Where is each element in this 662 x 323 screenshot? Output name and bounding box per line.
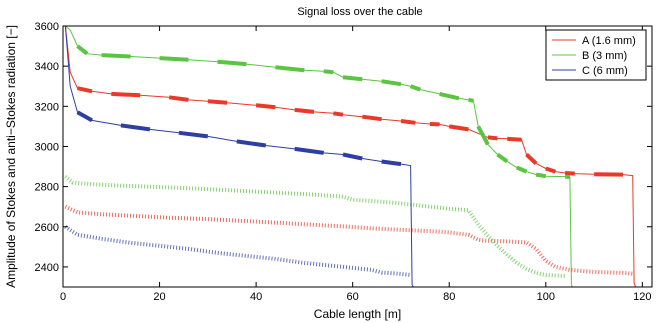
legend-label-b: B (3 mm) — [582, 50, 627, 62]
x-tick-label: 20 — [153, 291, 165, 303]
y-tick-label: 3400 — [35, 61, 59, 73]
y-axis-label: Amplitude of Stokes and anti−Stokes radi… — [4, 25, 18, 288]
y-tick-label: 3200 — [35, 101, 59, 113]
series-b-anti-stokes-line — [64, 175, 566, 278]
series-b-stokes-line — [65, 26, 574, 287]
legend-label-a: A (1.6 mm) — [582, 35, 636, 47]
chart-title: Signal loss over the cable — [297, 6, 422, 18]
series-c-stokes-emphasis — [76, 110, 402, 167]
x-tick-label: 60 — [347, 291, 359, 303]
series-a-stokes-emphasis — [77, 86, 624, 177]
x-axis-label: Cable length [m] — [314, 307, 401, 321]
y-tick-label: 3600 — [35, 21, 59, 33]
plot-area-frame — [62, 25, 653, 288]
series-c-anti-stokes-line — [64, 225, 411, 277]
series-b-stokes-emphasis — [76, 44, 571, 179]
legend: A (1.6 mm) B (3 mm) C (6 mm) — [545, 29, 647, 81]
x-tick-label: 40 — [250, 291, 262, 303]
axis-ticks: 0 20 40 60 80 100 120 2400 2600 2800 3000 3200 3400 3… — [35, 21, 652, 303]
x-tick-label: 120 — [633, 291, 651, 303]
series-layer — [64, 26, 637, 287]
y-tick-label: 3000 — [35, 141, 59, 153]
x-tick-label: 80 — [443, 291, 455, 303]
y-tick-label: 2800 — [35, 182, 59, 194]
x-tick-label: 0 — [60, 291, 66, 303]
series-a-anti-stokes-line — [64, 204, 633, 276]
legend-label-c: C (6 mm) — [582, 65, 628, 77]
x-tick-label: 100 — [537, 291, 555, 303]
y-tick-label: 2400 — [35, 262, 59, 274]
y-tick-label: 2600 — [35, 222, 59, 234]
